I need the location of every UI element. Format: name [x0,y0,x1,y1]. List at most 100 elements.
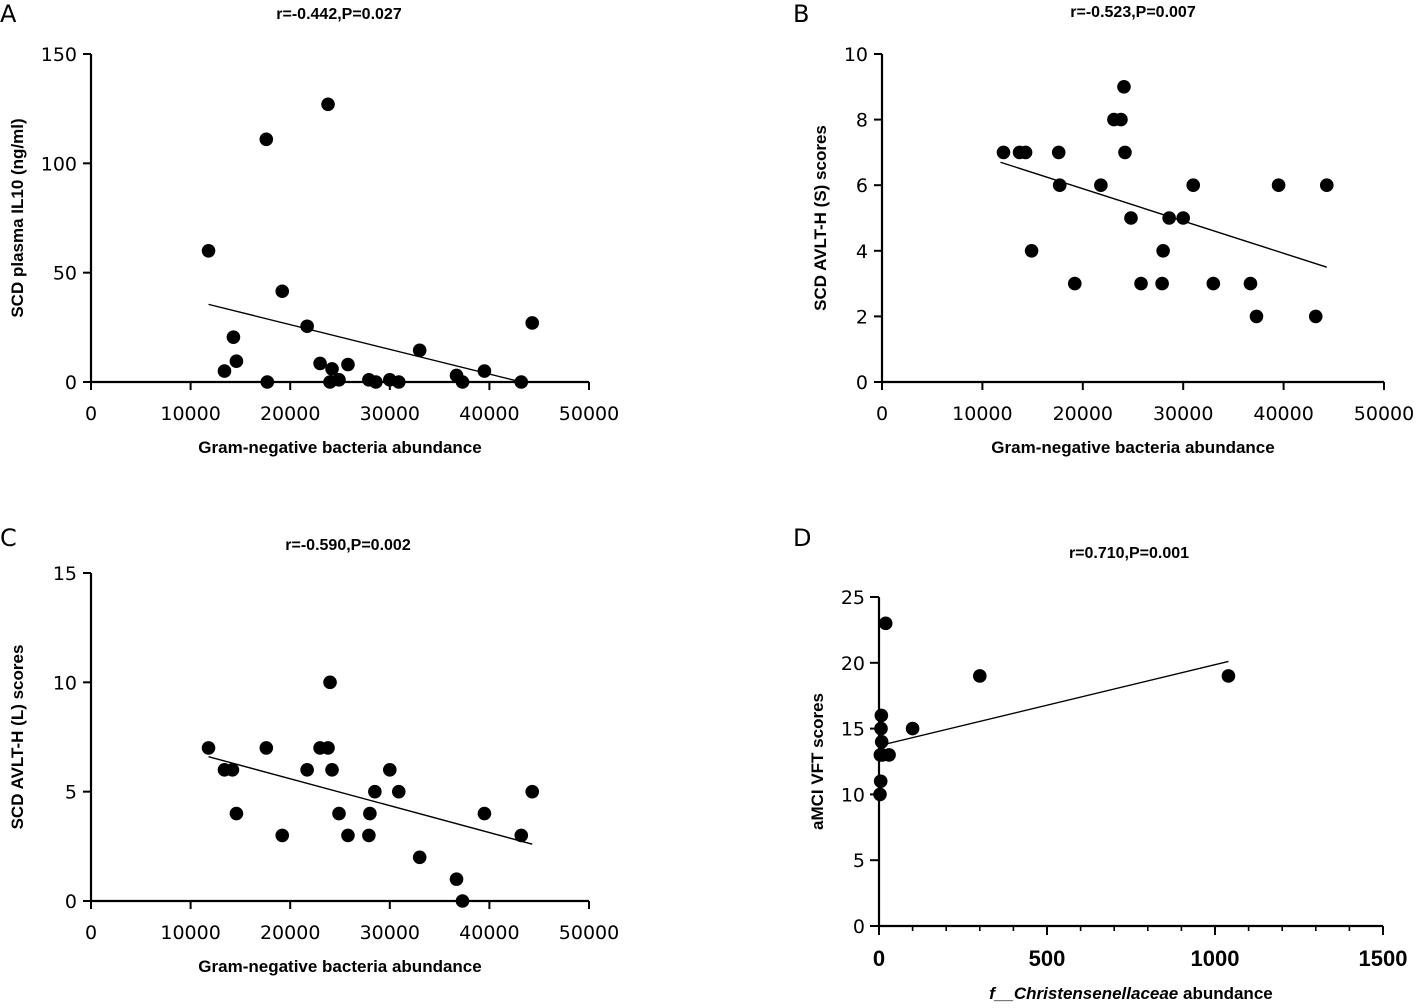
data-point [878,616,893,631]
regression-line [208,303,522,383]
data-point [1186,178,1201,192]
x-tick-label: 50000 [1354,403,1414,425]
data-point [300,763,314,777]
data-point [332,806,346,821]
y-tick-label: 0 [65,372,77,394]
data-point [391,375,406,389]
data-point [1249,309,1264,324]
data-point [260,375,275,389]
chart-title: r=-0.442,P=0.027 [276,6,402,23]
data-point [973,669,987,683]
data-point [229,354,244,369]
data-point [201,741,216,755]
chart-panel-d: Dr=0.710,P=0.001 0 500 1000 1500 0 5 10 15 20 25 f_… [793,524,1407,1003]
regression-line [208,756,533,845]
x-tick-label: 1500 [1359,946,1408,971]
y-tick-label: 4 [856,241,868,263]
data-point [341,357,355,372]
data-point [874,708,889,723]
y-tick-label: 10 [844,44,868,66]
data-point [1117,80,1131,94]
data-point [1118,145,1132,160]
y-tick-label: 0 [65,891,77,913]
x-axis-title: Gram-negative bacteria abundance [991,438,1274,457]
data-point [363,806,377,821]
x-axis-title-prefix: f__ [989,984,1014,1003]
y-tick-label: 5 [65,782,77,804]
x-tick-label: 0 [85,922,97,944]
data-point [1156,244,1170,258]
data-point [1176,211,1190,225]
y-tick-label: 0 [856,372,868,394]
x-tick-label: 20000 [260,403,320,425]
data-point [321,97,335,112]
data-point [226,330,241,344]
chart-title: r=-0.523,P=0.007 [1070,4,1196,21]
x-axis-title: f__Christensenellaceae abundance [989,984,1272,1003]
x-tick-label: 30000 [360,403,420,425]
data-point [477,364,492,378]
data-point [369,375,383,389]
data-point [455,894,470,908]
panel-letter: C [0,524,17,552]
data-point [873,774,888,789]
data-point [1024,244,1039,258]
x-tick-label: 30000 [1153,403,1213,425]
data-point [874,721,888,736]
data-point [1271,178,1286,192]
data-point [996,145,1011,160]
data-point [259,132,274,147]
data-point [905,721,920,736]
x-tick-label: 10000 [160,922,220,944]
data-point [321,741,335,755]
x-tick-label: 0 [876,403,888,425]
data-point [412,850,427,865]
data-point [1206,276,1221,291]
y-axis-title: SCD AVLT-H (S) scores [811,125,830,311]
y-tick-label: 6 [856,175,868,197]
data-point [300,319,314,334]
data-point [325,362,339,376]
x-tick-label: 30000 [360,922,420,944]
panel-letter: A [0,0,17,28]
x-axis-title-italic: Christensenellaceae [1014,984,1178,1003]
y-tick-label: 2 [856,306,868,328]
x-tick-label: 40000 [1253,403,1313,425]
data-point [1243,276,1258,291]
x-tick-label: 40000 [459,922,519,944]
data-point [341,828,355,843]
y-tick-label: 10 [841,784,865,806]
data-point [525,784,540,799]
data-point [1114,112,1128,127]
data-point [1308,309,1323,324]
data-point [1319,178,1334,192]
data-point [1052,178,1067,192]
x-tick-label: 10000 [952,403,1012,425]
data-point [217,364,232,378]
y-tick-label: 25 [841,587,865,609]
data-point [412,343,427,358]
data-point [1221,669,1236,683]
data-point [362,828,376,843]
data-point [1018,145,1033,160]
x-tick-label: 50000 [559,922,619,944]
data-point [325,763,339,777]
x-tick-label: 0 [85,403,97,425]
y-tick-label: 100 [41,153,77,175]
panel-letter: D [793,524,811,552]
data-point [882,748,896,762]
data-point [873,787,887,802]
data-point [323,675,337,690]
y-tick-label: 8 [856,110,868,132]
x-tick-label: 500 [1029,946,1066,971]
data-point [368,784,382,799]
y-axis-title: aMCI VFT scores [808,693,827,830]
x-tick-label: 20000 [260,922,320,944]
panel-letter: B [793,0,809,28]
x-tick-label: 10000 [160,403,220,425]
data-point [332,373,346,387]
data-point [225,763,240,777]
data-point [525,316,540,330]
